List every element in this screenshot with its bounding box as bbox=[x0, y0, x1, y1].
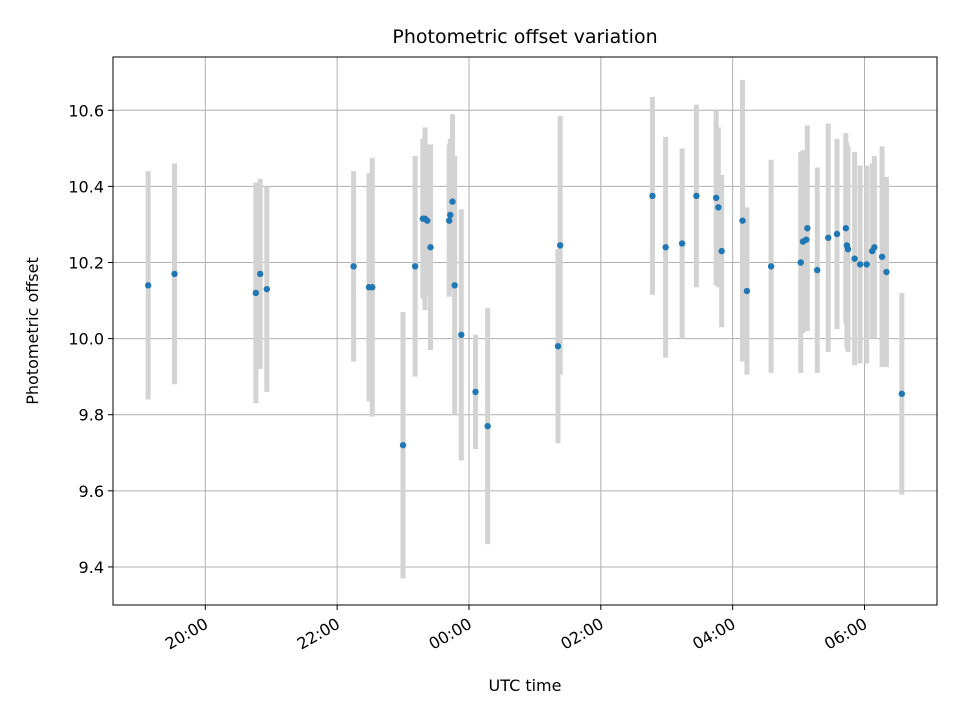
data-point bbox=[739, 217, 746, 224]
y-axis-label: Photometric offset bbox=[23, 257, 42, 405]
data-point bbox=[556, 242, 564, 249]
x-tick-label: 04:00 bbox=[689, 614, 738, 654]
x-tick-label: 00:00 bbox=[426, 614, 475, 654]
data-point bbox=[449, 198, 456, 205]
data-point bbox=[797, 259, 804, 266]
data-point bbox=[472, 388, 479, 396]
data-point bbox=[484, 422, 491, 430]
data-point bbox=[718, 247, 725, 255]
data-point bbox=[863, 261, 870, 268]
data-point bbox=[171, 270, 178, 278]
data-point bbox=[445, 217, 453, 224]
data-point bbox=[743, 287, 751, 295]
data-point bbox=[898, 390, 906, 397]
error-bars bbox=[145, 79, 905, 579]
data-point bbox=[399, 441, 407, 449]
x-tick-label: 06:00 bbox=[821, 614, 870, 654]
data-point bbox=[447, 211, 454, 219]
data-point bbox=[252, 289, 260, 297]
data-point bbox=[427, 244, 434, 251]
data-point bbox=[350, 263, 357, 270]
y-tick-label: 10.6 bbox=[68, 101, 104, 120]
data-point bbox=[411, 263, 419, 270]
x-tick-label: 20:00 bbox=[162, 614, 211, 654]
data-point bbox=[257, 270, 264, 278]
data-point bbox=[554, 343, 562, 350]
y-axis: 9.4 9.6 9.8 10.0 10.2 10.4 10.6 bbox=[68, 101, 113, 577]
data-points bbox=[144, 192, 906, 449]
data-point bbox=[851, 255, 858, 262]
data-point bbox=[844, 245, 852, 253]
y-tick-label: 9.8 bbox=[79, 406, 104, 425]
chart-title: Photometric offset variation bbox=[392, 26, 657, 48]
y-tick-label: 10.4 bbox=[68, 177, 104, 196]
data-point bbox=[458, 331, 465, 339]
data-point bbox=[825, 234, 832, 241]
grid bbox=[113, 57, 937, 605]
x-tick-label: 22:00 bbox=[294, 614, 343, 654]
data-point bbox=[369, 284, 376, 291]
data-point bbox=[715, 204, 722, 211]
x-axis-label: UTC time bbox=[489, 676, 562, 695]
data-point bbox=[424, 217, 431, 224]
data-point bbox=[649, 192, 656, 200]
data-point bbox=[678, 240, 686, 247]
data-point bbox=[842, 225, 850, 232]
data-point bbox=[856, 261, 864, 268]
data-point bbox=[803, 236, 810, 243]
x-tick-label: 02:00 bbox=[557, 614, 606, 654]
y-tick-label: 10.2 bbox=[68, 254, 104, 273]
data-point bbox=[871, 244, 878, 251]
y-tick-label: 9.6 bbox=[79, 482, 104, 501]
data-point bbox=[451, 282, 458, 289]
data-point bbox=[814, 266, 821, 274]
data-point bbox=[144, 282, 152, 289]
data-point bbox=[804, 225, 811, 232]
data-point bbox=[662, 244, 669, 251]
data-point bbox=[833, 230, 841, 238]
y-tick-label: 9.4 bbox=[79, 558, 104, 577]
data-point bbox=[712, 194, 720, 202]
data-point bbox=[883, 268, 890, 276]
data-point bbox=[767, 263, 775, 270]
data-point bbox=[693, 192, 700, 200]
data-point bbox=[263, 285, 271, 293]
plot-area-frame bbox=[112, 56, 938, 606]
x-axis: 20:00 22:00 00:00 02:00 04:00 06:00 bbox=[162, 605, 870, 654]
y-tick-label: 10.0 bbox=[68, 330, 104, 349]
data-point bbox=[878, 253, 886, 260]
